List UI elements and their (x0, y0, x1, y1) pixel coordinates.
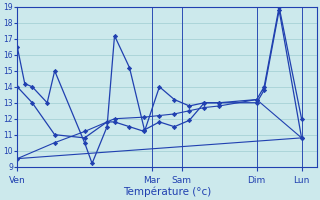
X-axis label: Température (°c): Température (°c) (123, 186, 211, 197)
